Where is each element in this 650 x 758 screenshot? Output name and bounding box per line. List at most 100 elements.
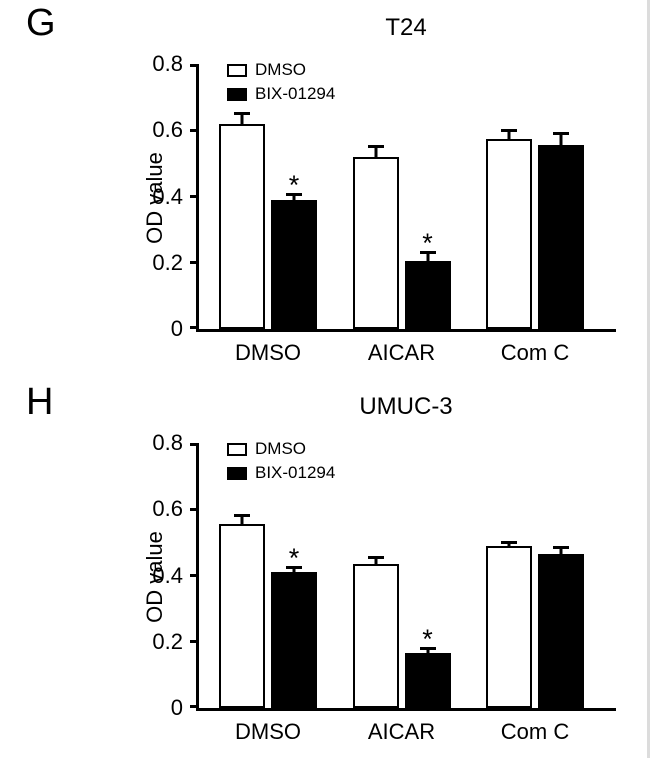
legend-item: DMSO bbox=[227, 439, 335, 459]
error-bar bbox=[286, 565, 302, 573]
error-bar bbox=[234, 514, 250, 525]
bar-bix-01294 bbox=[538, 145, 584, 329]
bar-group: Com C bbox=[486, 443, 584, 744]
bar-dmso bbox=[352, 156, 399, 329]
bar-group: * DMSO bbox=[219, 443, 317, 744]
bar-bix-01294 bbox=[404, 653, 451, 708]
error-bar-line bbox=[292, 193, 296, 200]
legend-swatch-dmso bbox=[227, 63, 247, 77]
y-tick-mark bbox=[190, 261, 199, 265]
error-bar bbox=[553, 545, 569, 554]
y-tick-mark bbox=[190, 507, 199, 511]
bar-slot bbox=[219, 64, 265, 329]
bar-bix-01294 bbox=[271, 572, 317, 708]
bar-dmso bbox=[219, 524, 265, 708]
bar-slot bbox=[486, 64, 532, 329]
y-tick-label: 0.6 bbox=[152, 117, 183, 143]
error-bar bbox=[501, 540, 517, 546]
bar-dmso bbox=[486, 138, 532, 329]
x-category-label: AICAR bbox=[367, 719, 436, 744]
legend-item: BIX-01294 bbox=[227, 463, 335, 483]
y-tick-label: 0.4 bbox=[152, 183, 183, 209]
y-tick-mark bbox=[190, 326, 199, 329]
y-tick-mark bbox=[190, 64, 199, 67]
error-bar bbox=[234, 112, 250, 124]
significance-star: * bbox=[288, 542, 300, 573]
bar-dmso bbox=[352, 563, 399, 708]
y-tick-label: 0.6 bbox=[152, 496, 183, 522]
error-bar-line bbox=[507, 540, 511, 546]
bar-slot: * bbox=[271, 443, 317, 708]
y-tick-label: 0.4 bbox=[152, 562, 183, 588]
bar-bix-01294 bbox=[404, 261, 451, 329]
chart-t24-body: OD value 0 0.2 0.4 0.6 0.8 * DMSO * AICAR Com C DM… bbox=[140, 51, 646, 365]
bar-slot bbox=[486, 443, 532, 708]
panel-h-label: H bbox=[26, 381, 54, 423]
panel-g-label: G bbox=[26, 2, 56, 44]
y-tick-label: 0.8 bbox=[152, 51, 183, 76]
legend: DMSO BIX-01294 bbox=[227, 60, 335, 104]
bar-slot bbox=[219, 443, 265, 708]
error-bar-line bbox=[426, 251, 429, 262]
y-tick-mark bbox=[190, 705, 199, 708]
error-bar-line bbox=[240, 112, 244, 124]
y-tick-mark bbox=[190, 195, 199, 198]
significance-star: * bbox=[422, 228, 433, 259]
bar-group: * AICAR bbox=[352, 64, 451, 365]
legend: DMSO BIX-01294 bbox=[227, 439, 335, 483]
error-bar-line bbox=[426, 646, 429, 654]
y-tick-label: 0 bbox=[170, 695, 183, 720]
plot-area-t24: 0 0.2 0.4 0.6 0.8 * DMSO * AICAR Com C DMSO BIX-012… bbox=[152, 51, 616, 365]
bar-group: Com C bbox=[486, 64, 584, 365]
bar-groups: * DMSO * AICAR Com C bbox=[199, 64, 616, 365]
panel-h: H UMUC-3 OD value 0 0.2 0.4 0.6 0.8 * DMSO * AIC… bbox=[0, 379, 647, 758]
error-bar-line bbox=[374, 145, 377, 157]
error-bar bbox=[501, 128, 517, 139]
bar-slot: * bbox=[404, 64, 451, 329]
bar-slot bbox=[538, 64, 584, 329]
error-bar-line bbox=[559, 131, 563, 146]
error-bar bbox=[419, 646, 436, 654]
x-category-label: DMSO bbox=[235, 719, 301, 744]
bar-slot bbox=[352, 443, 399, 708]
x-category-label: Com C bbox=[500, 340, 570, 365]
chart-umuc3-title: UMUC-3 bbox=[359, 393, 453, 420]
y-tick-label: 0.8 bbox=[152, 430, 183, 455]
significance-star: * bbox=[288, 170, 300, 201]
chart-umuc3: UMUC-3 OD value 0 0.2 0.4 0.6 0.8 * DMSO * AICAR… bbox=[140, 393, 646, 744]
error-bar bbox=[553, 131, 569, 146]
error-bar-line bbox=[292, 565, 296, 573]
bar-group: * DMSO bbox=[219, 64, 317, 365]
plot-area-umuc3: 0 0.2 0.4 0.6 0.8 * DMSO * AICAR Com C DMSO BIX-012… bbox=[152, 430, 616, 744]
bar-dmso bbox=[219, 123, 265, 329]
error-bar bbox=[367, 145, 384, 157]
legend-swatch-bix-01294 bbox=[227, 87, 247, 101]
error-bar bbox=[419, 251, 436, 262]
legend-label: BIX-01294 bbox=[255, 463, 336, 482]
bar-slot bbox=[538, 443, 584, 708]
bar-dmso bbox=[486, 545, 532, 708]
bar-bix-01294 bbox=[271, 199, 317, 329]
y-tick-label: 0.2 bbox=[152, 249, 183, 275]
legend-label: DMSO bbox=[255, 60, 306, 79]
bar-slot: * bbox=[404, 443, 451, 708]
error-bar-line bbox=[507, 128, 511, 139]
x-category-label: DMSO bbox=[235, 340, 301, 365]
x-category-label: Com C bbox=[500, 719, 570, 744]
error-bar-line bbox=[559, 545, 563, 554]
legend-label: DMSO bbox=[255, 439, 306, 458]
chart-t24: T24 OD value 0 0.2 0.4 0.6 0.8 * DMSO * AICAR Com… bbox=[140, 14, 646, 365]
y-tick-label: 0.2 bbox=[152, 628, 183, 654]
x-category-label: AICAR bbox=[367, 340, 436, 365]
error-bar bbox=[286, 193, 302, 200]
y-tick-mark bbox=[190, 574, 199, 577]
chart-t24-title: T24 bbox=[385, 14, 427, 41]
significance-star: * bbox=[422, 623, 433, 654]
legend-item: BIX-01294 bbox=[227, 84, 335, 104]
panel-g: G T24 OD value 0 0.2 0.4 0.6 0.8 * DMSO * AICAR C… bbox=[26, 2, 646, 365]
y-tick-mark bbox=[190, 443, 199, 446]
y-tick-label: 0 bbox=[170, 316, 183, 341]
error-bar-line bbox=[240, 514, 244, 525]
bar-group: * AICAR bbox=[352, 443, 451, 744]
